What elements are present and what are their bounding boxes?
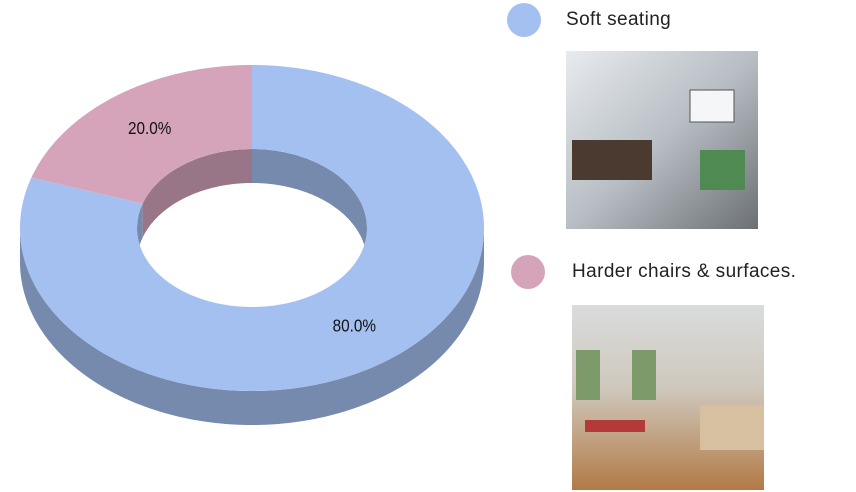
photo (572, 305, 764, 490)
chart: 80.0% 20.0% Soft seating Harder chairs & s… (0, 0, 856, 492)
legend-marker (511, 255, 545, 289)
value-label: 20.0% (128, 118, 171, 138)
legend-label: Harder chairs & surfaces. (572, 261, 796, 282)
value-label: 80.0% (333, 315, 376, 335)
photo (566, 51, 758, 229)
legend-marker (507, 3, 541, 37)
legend-label: Soft seating (566, 9, 671, 30)
pie: 80.0% 20.0% (20, 65, 484, 425)
